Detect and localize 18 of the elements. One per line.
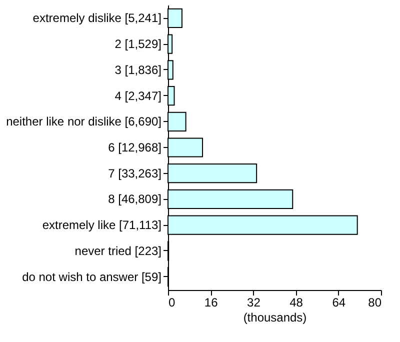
y-tick-label: 7 [33,263] (108, 166, 162, 180)
x-tick-label: 64 (332, 296, 346, 310)
y-tick-label: 2 [1,529] (114, 37, 162, 52)
y-tick-label: neither like nor dislike [6,690] (6, 114, 162, 129)
y-tick-label: 6 [12,968] (108, 140, 162, 154)
y-tick-label: never tried [223] (74, 244, 162, 258)
y-tick-label: 3 [1,836] (114, 62, 162, 77)
x-tick-label: 16 (204, 296, 218, 310)
x-tick-label: 32 (247, 296, 261, 310)
y-tick-label: 8 [46,809] (108, 192, 162, 206)
x-tick-label: 48 (290, 296, 304, 310)
y-tick-label: do not wish to answer [59] (22, 270, 162, 284)
x-tick-label: 0 (168, 296, 176, 310)
x-tick-label: 80 (368, 296, 382, 310)
y-tick-label: 4 [2,347] (114, 88, 162, 103)
y-tick-label: extremely like [71,113] (42, 218, 162, 232)
x-axis-title: (thousands) (243, 310, 307, 324)
y-tick-label: extremely dislike [5,241] (32, 11, 162, 26)
